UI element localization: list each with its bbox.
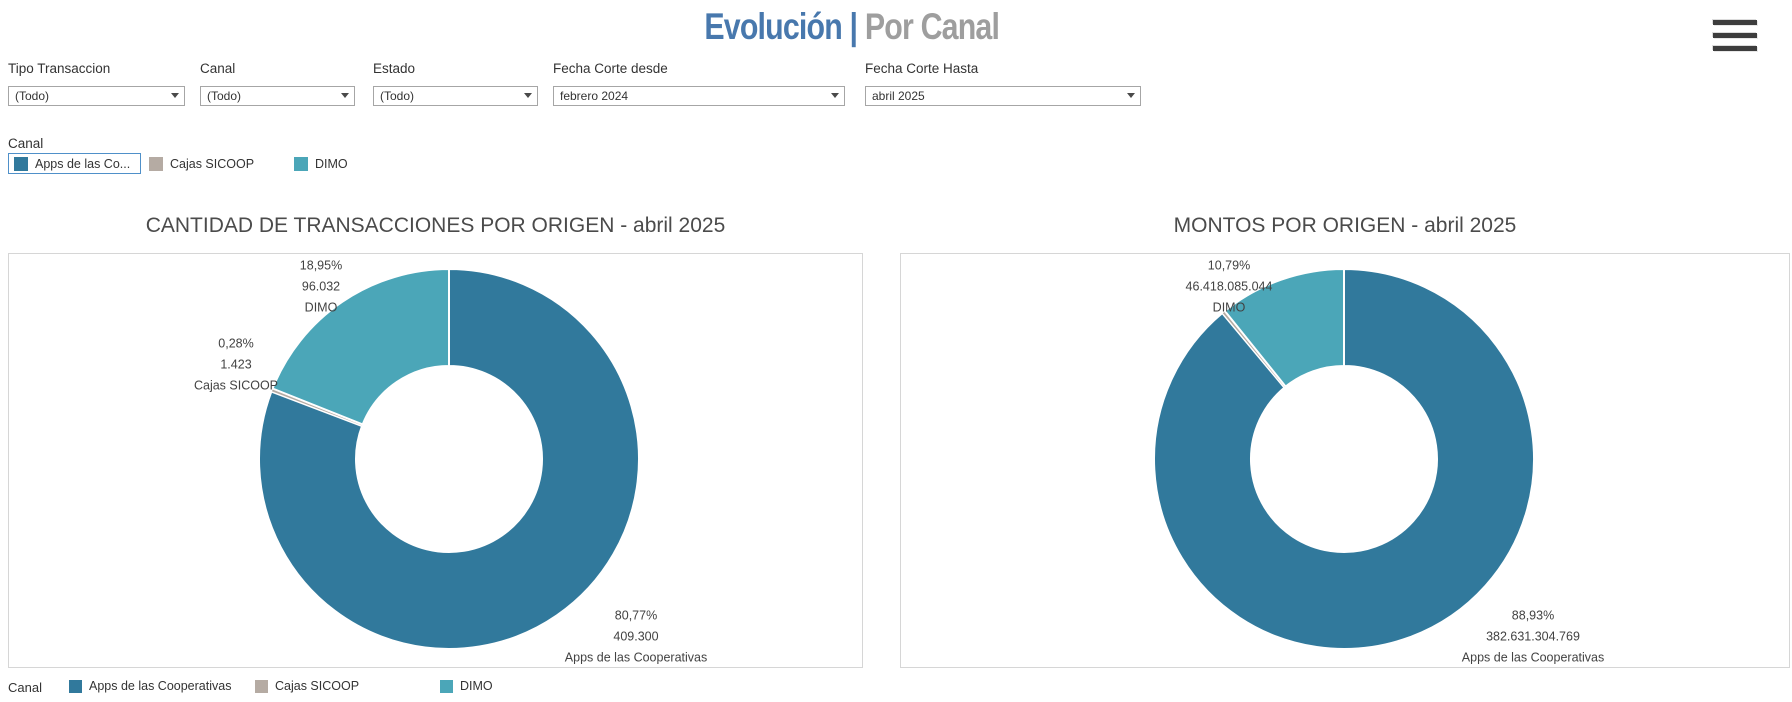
bottom-legend-item-apps-de-las-cooperativas[interactable]: Apps de las Cooperativas — [69, 679, 231, 693]
filter-value: abril 2025 — [872, 89, 925, 103]
donut-chart-0 — [258, 267, 641, 650]
filter-value: (Todo) — [380, 89, 415, 103]
legend-swatch — [69, 679, 82, 693]
chevron-down-icon — [171, 93, 179, 98]
filter-label: Tipo Transaccion — [8, 61, 111, 76]
filter-label: Estado — [373, 61, 416, 76]
slice-label-dimo: 10,79% 46.418.085.044 DIMO — [1185, 258, 1273, 315]
page-title: Evolución | Por Canal — [704, 6, 1001, 48]
menu-bar — [1713, 33, 1757, 38]
bottom-legend-item-dimo[interactable]: DIMO — [440, 679, 493, 693]
filter-fecha-corte-hasta: Fecha Corte Hasta abril 2025 — [865, 61, 1141, 106]
pie-slice-dimo[interactable] — [1223, 267, 1345, 388]
canal-legend-title: Canal — [8, 136, 44, 151]
legend-label: Cajas SICOOP — [275, 679, 360, 693]
slice-label-dimo: 18,95% 96.032 DIMO — [299, 258, 343, 315]
bottom-legend-title: Canal — [8, 680, 42, 695]
slice-label-apps-de-las-cooperativas: 80,77% 409.300 Apps de las Cooperativas — [564, 608, 708, 665]
filter-value: (Todo) — [207, 89, 242, 103]
chevron-down-icon — [524, 93, 532, 98]
legend-label: DIMO — [460, 679, 493, 693]
filter-dropdown-fecha-corte-hasta[interactable]: abril 2025 — [865, 86, 1141, 106]
filter-dropdown-estado[interactable]: (Todo) — [373, 86, 538, 106]
chevron-down-icon — [1127, 93, 1135, 98]
chart-title-montos: MONTOS POR ORIGEN - abril 2025 — [1173, 214, 1517, 237]
page-title-secondary: Por Canal — [857, 6, 1000, 47]
page-title-primary: Evolución | — [704, 6, 859, 47]
pie-slice-apps-de-las-cooperativas[interactable] — [1153, 267, 1535, 650]
legend-label: Cajas SICOOP — [170, 156, 255, 171]
filter-estado: Estado (Todo) — [373, 61, 538, 106]
filter-fecha-corte-desde: Fecha Corte desde febrero 2024 — [553, 61, 845, 106]
pie-slice-apps-de-las-cooperativas[interactable] — [258, 267, 641, 650]
bottom-legend-item-cajas-sicoop[interactable]: Cajas SICOOP — [255, 679, 359, 693]
legend-label: Apps de las Co... — [35, 156, 131, 171]
filter-value: (Todo) — [15, 89, 50, 103]
donut-chart-1 — [1153, 267, 1535, 650]
filter-dropdown-fecha-corte-desde[interactable]: febrero 2024 — [553, 86, 845, 106]
filter-label: Canal — [200, 61, 236, 76]
filter-dropdown-canal[interactable]: (Todo) — [200, 86, 355, 106]
menu-bar — [1713, 46, 1757, 51]
chart-panel-montos: 88,93% 382.631.304.769 Apps de las Coopera… — [900, 253, 1790, 668]
pie-slice-dimo[interactable] — [271, 267, 450, 426]
chevron-down-icon — [831, 93, 839, 98]
header: Evolución | Por Canal — [0, 6, 1704, 48]
legend-swatch — [14, 156, 28, 171]
filter-tipo-transaccion: Tipo Transaccion (Todo) — [8, 61, 185, 106]
filter-label: Fecha Corte desde — [553, 61, 668, 76]
filter-dropdown-tipo-transaccion[interactable]: (Todo) — [8, 86, 185, 106]
chart-title-cantidad: CANTIDAD DE TRANSACCIONES POR ORIGEN - a… — [145, 214, 726, 237]
menu-bar — [1713, 20, 1757, 25]
filter-canal: Canal (Todo) — [200, 61, 355, 106]
legend-item-apps-de-las-cooperativas[interactable]: Apps de las Co... — [8, 153, 142, 174]
hamburger-menu-icon[interactable] — [1712, 19, 1758, 53]
filter-value: febrero 2024 — [560, 89, 629, 103]
legend-item-dimo[interactable]: DIMO — [294, 153, 348, 174]
legend-swatch — [440, 679, 453, 693]
legend-swatch — [255, 679, 268, 693]
slice-label-cajas-sicoop: 0,28% 1.423 Cajas SICOOP — [193, 336, 279, 393]
legend-label: DIMO — [315, 156, 348, 171]
chevron-down-icon — [341, 93, 349, 98]
filter-label: Fecha Corte Hasta — [865, 61, 979, 76]
legend-label: Apps de las Cooperativas — [89, 679, 232, 693]
legend-item-cajas-sicoop[interactable]: Cajas SICOOP — [149, 153, 254, 174]
legend-swatch — [149, 156, 163, 171]
chart-panel-cantidad: 80,77% 409.300 Apps de las Cooperativas 0,2… — [8, 253, 863, 668]
slice-label-apps-de-las-cooperativas: 88,93% 382.631.304.769 Apps de las Coopera… — [1461, 608, 1605, 665]
legend-swatch — [294, 156, 308, 171]
